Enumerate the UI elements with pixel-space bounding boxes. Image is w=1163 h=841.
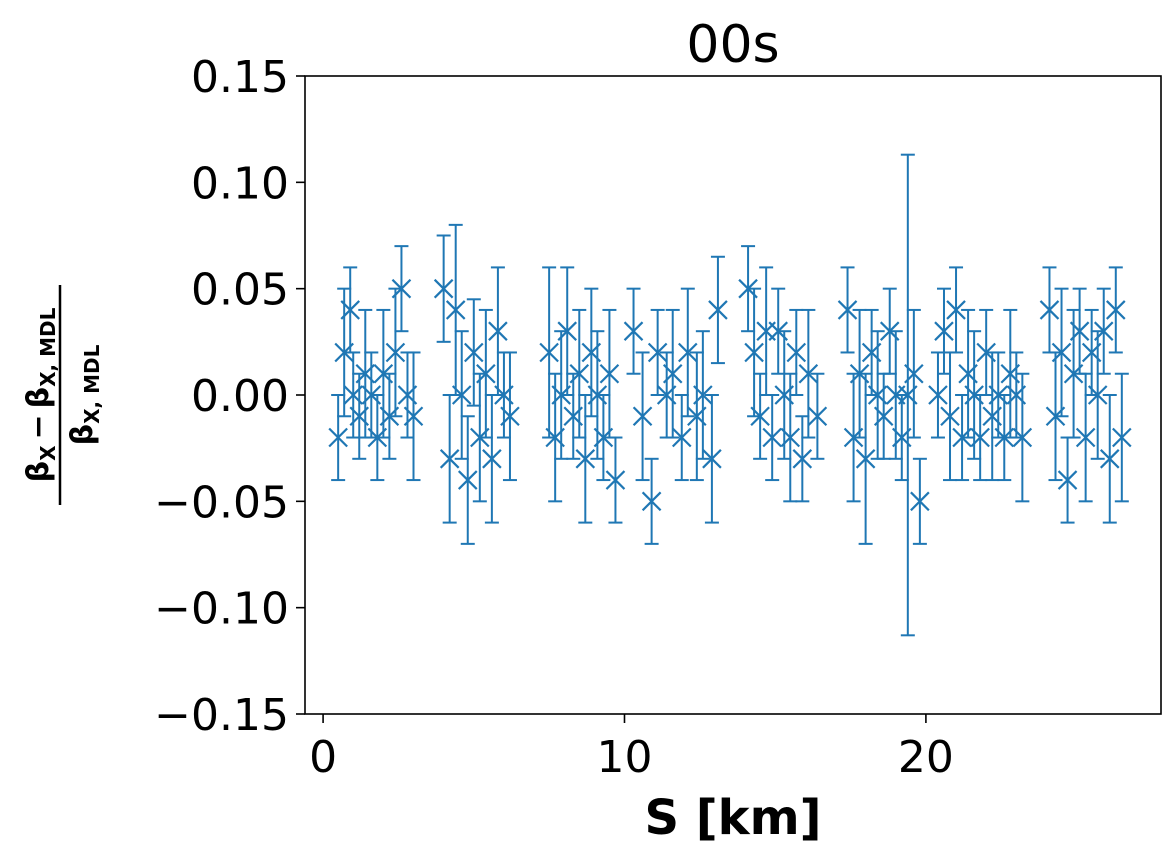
data-point [1012,427,1033,448]
data-marks [328,153,1132,637]
data-point [1069,321,1090,341]
data-point [445,300,466,320]
data-point [403,406,424,427]
x-axis-label: S [km] [644,790,821,841]
data-point [946,300,966,320]
data-point [1051,342,1072,363]
y-label-beta-x: β [21,461,56,482]
y-label-sub-mdl: X, MDL [36,307,60,386]
data-point [904,363,924,384]
data-point [433,278,454,299]
y-tick-label: 0.15 [191,52,289,103]
data-point [385,342,406,363]
data-point [623,321,644,341]
data-point [328,427,348,448]
data-point [762,427,782,448]
plot-frame [304,75,1162,715]
data-point [678,342,698,363]
data-point [575,449,596,469]
data-point [632,406,653,427]
y-tick-label: 0.05 [191,265,289,316]
data-point [1106,300,1126,320]
data-point [786,342,807,363]
data-point [807,406,828,427]
data-point [391,278,412,299]
y-tick-label: −0.15 [154,690,289,741]
data-point [873,406,894,427]
data-point [457,470,478,490]
data-point [641,491,662,512]
data-point [464,342,484,363]
data-point [970,427,990,448]
data-point [798,363,819,384]
data-point [671,427,692,448]
data-point [557,321,578,341]
data-point [744,342,764,363]
data-point [482,449,502,469]
data-point [780,427,801,448]
data-point [599,363,620,384]
data-point [1099,449,1120,469]
data-point [693,385,713,405]
x-tick-label: 20 [898,732,954,783]
data-point [1112,427,1132,448]
data-point [569,363,590,384]
y-axis-label: βX−βX, MDL βX, MDL [21,285,104,505]
y-label-beta-mdl: β [21,387,56,408]
data-point [1039,300,1060,320]
y-label-sub-den: X, MDL [80,344,104,423]
y-label-minus: − [21,414,56,439]
data-point [1093,321,1114,341]
svg-text:βX−βX, MDL: βX−βX, MDL [21,307,60,482]
data-point [1057,470,1078,490]
data-point [910,491,930,512]
data-point [476,363,496,384]
data-point [539,342,559,363]
data-point [439,449,460,469]
y-tick-label: −0.05 [154,477,289,528]
data-point [1075,427,1096,448]
data-point [940,406,960,427]
data-point [662,363,683,384]
data-point [451,385,472,405]
data-point [855,449,876,469]
y-tick-label: −0.10 [154,584,289,635]
y-tick-label: 0.00 [191,371,289,422]
svg-text:βX, MDL: βX, MDL [65,344,104,445]
y-tick-label: 0.10 [191,158,289,209]
data-point [708,300,728,320]
data-point [928,385,948,405]
data-point [750,406,770,427]
data-point [1087,385,1108,405]
data-point [340,300,360,320]
y-label-sub-x: X [36,445,60,461]
chart-title: 00s [686,15,779,75]
data-point [837,300,858,320]
data-point [488,321,508,341]
data-point [934,321,954,341]
data-point [647,342,668,363]
data-point [702,449,722,469]
data-point [792,449,813,469]
x-tick-label: 10 [596,732,652,783]
x-tick-label: 0 [309,732,337,783]
y-label-beta-den: β [65,424,100,445]
data-point [500,406,520,427]
x-axis-ticks: 0 10 20 [309,714,954,783]
data-point [605,470,626,490]
y-axis-ticks: −0.15 −0.10 −0.05 0.00 0.05 0.10 0.15 [154,52,305,741]
